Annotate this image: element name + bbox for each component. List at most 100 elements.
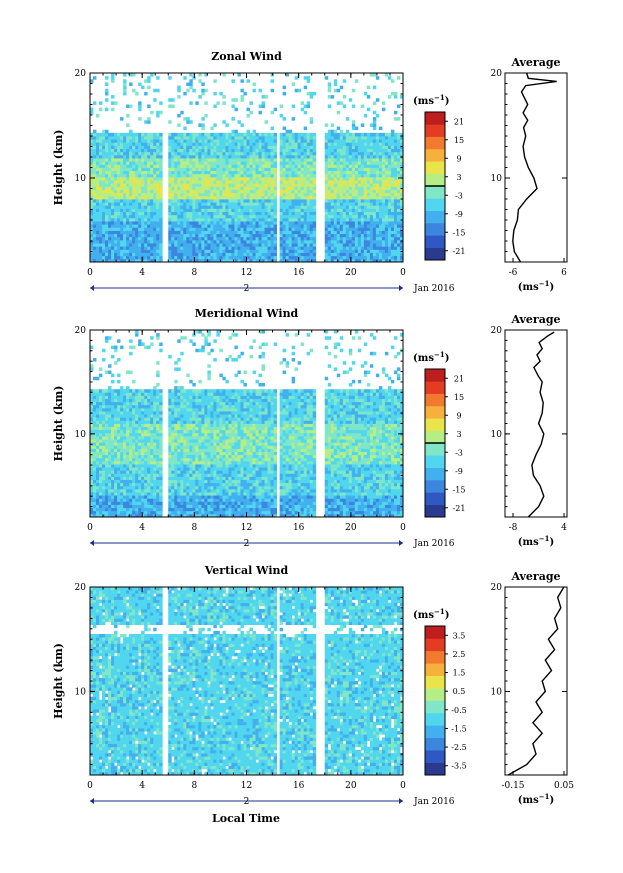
- heatmap-cell: [141, 230, 145, 235]
- x-tick-label: 4: [139, 268, 145, 278]
- heatmap-cell: [303, 180, 308, 184]
- heatmap-cell: [279, 195, 284, 200]
- heatmap-cell: [288, 214, 293, 219]
- heatmap-cell: [156, 199, 160, 203]
- heatmap-cell: [384, 230, 389, 235]
- heatmap-cell: [336, 101, 341, 105]
- heatmap-cell: [183, 214, 187, 219]
- heatmap-cell: [129, 142, 133, 146]
- heatmap-cell: [240, 239, 244, 244]
- heatmap-cell: [93, 233, 97, 238]
- heatmap-cell: [258, 161, 262, 165]
- heatmap-cell: [258, 224, 262, 228]
- heatmap-cell: [294, 183, 299, 187]
- heatmap-cell: [267, 186, 271, 190]
- heatmap-cell: [114, 164, 118, 168]
- heatmap-cell: [219, 183, 223, 187]
- heatmap-cell: [258, 195, 262, 200]
- heatmap-cell: [177, 195, 181, 200]
- heatmap-cell: [330, 214, 335, 219]
- heatmap-cell: [135, 148, 139, 153]
- heatmap-cell: [189, 136, 193, 140]
- heatmap-cell: [369, 192, 374, 197]
- heatmap-cell: [174, 249, 178, 253]
- heatmap-cell: [138, 173, 142, 178]
- heatmap-cell: [117, 476, 121, 480]
- heatmap-cell: [351, 236, 356, 241]
- heatmap-cell: [303, 230, 308, 235]
- heatmap-cell: [261, 173, 265, 178]
- heatmap-cell: [342, 148, 347, 153]
- heatmap-cell: [309, 173, 314, 178]
- heatmap-cell: [264, 145, 268, 149]
- heatmap-cell: [96, 432, 100, 437]
- heatmap-cell: [99, 398, 103, 403]
- heatmap-cell: [288, 189, 293, 194]
- heatmap-cell: [306, 195, 311, 200]
- heatmap-cell: [285, 139, 290, 143]
- heatmap-cell: [96, 227, 100, 231]
- heatmap-cell: [111, 189, 115, 194]
- heatmap-cell: [384, 214, 389, 219]
- heatmap-cell: [123, 85, 127, 90]
- heatmap-cell: [288, 176, 293, 181]
- heatmap-cell: [252, 151, 256, 156]
- colorbar-swatch: [425, 173, 445, 187]
- heatmap-cell: [213, 161, 217, 165]
- heatmap-cell: [108, 180, 112, 184]
- heatmap-cell: [288, 195, 293, 200]
- heatmap-cell: [114, 161, 118, 165]
- heatmap-cell: [108, 470, 112, 474]
- heatmap-cell: [126, 249, 130, 253]
- heatmap-cell: [303, 151, 308, 156]
- heatmap-cell: [390, 151, 395, 156]
- heatmap-cell: [348, 161, 353, 165]
- heatmap-cell: [117, 420, 121, 424]
- heatmap-cell: [156, 180, 160, 184]
- heatmap-cell: [168, 148, 172, 153]
- heatmap-cell: [159, 142, 163, 146]
- heatmap-cell: [261, 161, 265, 165]
- heatmap-cell: [330, 148, 335, 153]
- heatmap-cell: [114, 199, 118, 203]
- heatmap-cell: [258, 136, 262, 140]
- heatmap-cell: [264, 214, 268, 219]
- heatmap-cell: [351, 214, 356, 219]
- heatmap-cell: [288, 236, 293, 241]
- heatmap-cell: [204, 202, 208, 206]
- heatmap-cell: [177, 192, 181, 197]
- heatmap-cell: [381, 164, 386, 168]
- heatmap-cell: [243, 221, 247, 225]
- heatmap-cell: [129, 205, 133, 209]
- heatmap-cell: [105, 91, 109, 96]
- heatmap-cell: [123, 145, 127, 149]
- heatmap-cell: [114, 498, 118, 502]
- heatmap-cell: [372, 85, 377, 90]
- heatmap-cell: [354, 252, 359, 257]
- heatmap-cell: [99, 233, 103, 238]
- heatmap-cell: [174, 180, 178, 184]
- heatmap-cell: [90, 258, 94, 263]
- heatmap-cell: [174, 221, 178, 225]
- heatmap-cell: [114, 208, 118, 212]
- heatmap-cell: [180, 136, 184, 140]
- heatmap-cell: [204, 186, 208, 190]
- heatmap-cell: [111, 513, 115, 518]
- heatmap-cell: [336, 170, 341, 175]
- heatmap-cell: [249, 258, 253, 263]
- heatmap-cell: [186, 167, 190, 172]
- heatmap-cell: [327, 246, 332, 250]
- heatmap-cell: [237, 246, 241, 250]
- heatmap-cell: [138, 214, 142, 219]
- heatmap-cell: [96, 136, 100, 140]
- heatmap-cell: [327, 170, 332, 175]
- heatmap-cell: [93, 249, 97, 253]
- heatmap-cell: [336, 132, 341, 137]
- heatmap-cell: [279, 180, 284, 184]
- heatmap-cell: [147, 239, 151, 244]
- heatmap-cell: [144, 176, 148, 181]
- colorbar-unit-exp: −1: [434, 93, 445, 102]
- heatmap-cell: [213, 79, 217, 83]
- heatmap-cell: [123, 435, 127, 440]
- heatmap-cell: [216, 192, 220, 197]
